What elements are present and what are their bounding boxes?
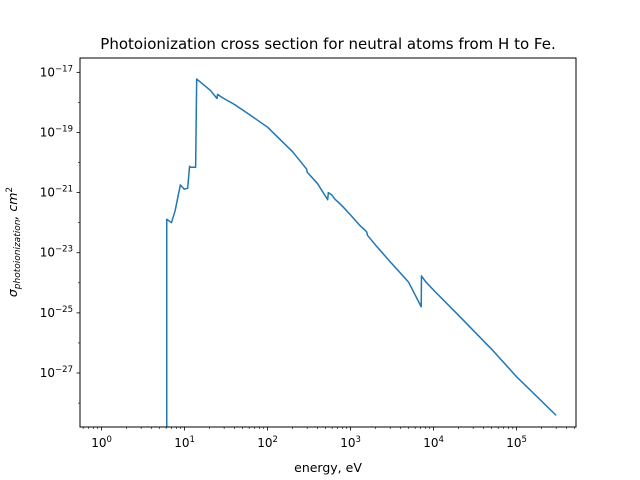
chart-title: Photoionization cross section for neutra… bbox=[100, 35, 555, 53]
x-axis-label: energy, eV bbox=[294, 460, 362, 475]
axes-frame bbox=[79, 57, 577, 428]
plot-area bbox=[165, 78, 557, 427]
y-axis-label: σphotoionization, cm2 bbox=[5, 187, 23, 297]
series-line-0 bbox=[165, 78, 557, 427]
